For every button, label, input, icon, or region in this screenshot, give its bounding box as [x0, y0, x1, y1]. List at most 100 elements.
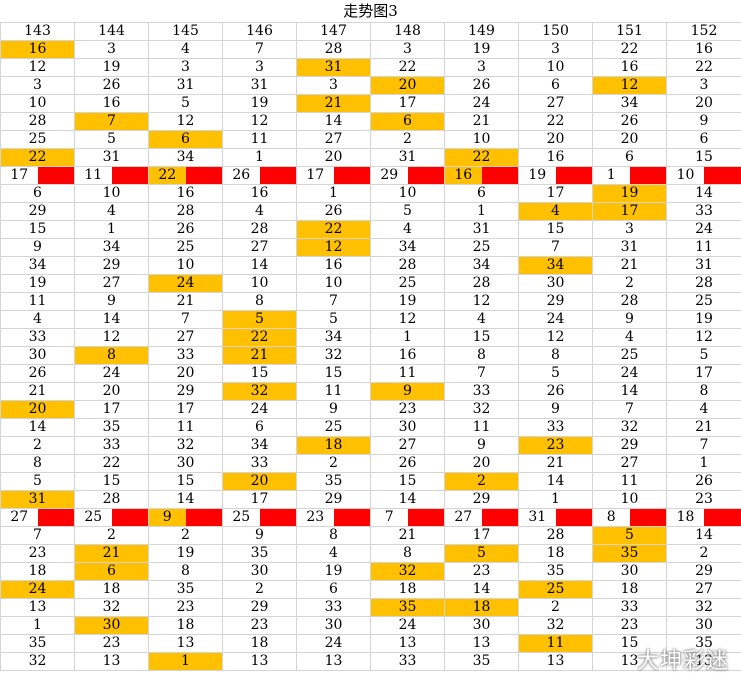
table-cell: 5	[592, 526, 667, 545]
table-cell: 32	[592, 418, 667, 437]
table-cell: 19	[0, 274, 75, 293]
table-cell: 32	[518, 616, 593, 635]
separator-bar	[259, 509, 296, 526]
table-cell: 20	[0, 400, 75, 419]
table-cell: 9	[592, 310, 667, 329]
table-cell: 31	[370, 148, 445, 167]
table-cell: 7	[370, 508, 445, 527]
table-cell: 22	[592, 40, 667, 59]
separator-cell-value: 17	[10, 167, 29, 184]
table-cell: 24	[666, 220, 741, 239]
table-cell: 12	[666, 328, 741, 347]
separator-bar	[704, 167, 741, 184]
table-cell: 30	[74, 616, 149, 635]
table-cell: 13	[148, 634, 223, 653]
table-cell: 8	[0, 454, 75, 473]
table-cell: 11	[0, 292, 75, 311]
table-cell: 15	[370, 472, 445, 491]
table-cell: 19	[148, 544, 223, 563]
separator-bar	[111, 167, 148, 184]
separator-bar	[481, 509, 518, 526]
table-cell: 15	[74, 472, 149, 491]
table-cell: 35	[592, 544, 667, 563]
table-cell: 18	[222, 634, 297, 653]
table-row: 3 26 31 31 3 20 26 6 12 3	[0, 76, 741, 95]
table-cell: 23	[370, 400, 445, 419]
table-cell: 35	[0, 634, 75, 653]
table-cell: 5	[370, 202, 445, 221]
table-cell: 20	[370, 76, 445, 95]
table-cell: 13	[0, 598, 75, 617]
table-cell: 24	[518, 310, 593, 329]
table-cell: 35	[518, 562, 593, 581]
table-cell: 2	[222, 580, 297, 599]
column-header: 145	[148, 22, 223, 41]
table-cell: 11	[370, 364, 445, 383]
table-cell: 26	[592, 112, 667, 131]
table-cell: 28	[74, 490, 149, 509]
table-cell: 16	[444, 166, 519, 185]
table-cell: 29	[74, 256, 149, 275]
table-cell: 31	[296, 58, 371, 77]
table-cell: 14	[148, 490, 223, 509]
table-row: 29 4 28 4 26 5 1 4 17 33	[0, 202, 741, 221]
table-cell: 7	[592, 400, 667, 419]
table-cell: 2	[148, 526, 223, 545]
separator-cell-value: 18	[676, 509, 695, 526]
table-cell: 8	[666, 382, 741, 401]
separator-bar	[185, 167, 222, 184]
column-header: 144	[74, 22, 149, 41]
table-cell: 23	[666, 490, 741, 509]
table-cell: 15	[222, 364, 297, 383]
table-cell: 18	[296, 436, 371, 455]
separator-bar	[111, 509, 148, 526]
table-cell: 21	[518, 454, 593, 473]
table-cell: 33	[222, 454, 297, 473]
table-cell: 6	[370, 112, 445, 131]
table-cell: 16	[592, 58, 667, 77]
separator-cell-value: 23	[306, 509, 325, 526]
table-cell: 29	[518, 292, 593, 311]
table-cell: 6	[0, 184, 75, 203]
table-cell: 11	[518, 634, 593, 653]
separator-cell-value: 31	[528, 509, 547, 526]
table-cell: 11	[222, 130, 297, 149]
table-cell: 22	[518, 112, 593, 131]
table-row: 14 35 11 6 25 30 11 33 32 21	[0, 418, 741, 437]
table-row: 18 6 8 30 19 32 23 35 30 29	[0, 562, 741, 581]
table-cell: 13	[666, 652, 741, 671]
table-cell: 2	[0, 436, 75, 455]
table-cell: 1	[444, 202, 519, 221]
table-cell: 1	[74, 220, 149, 239]
table-cell: 17	[74, 400, 149, 419]
table-cell: 27	[592, 454, 667, 473]
table-cell: 19	[74, 58, 149, 77]
table-cell: 35	[444, 652, 519, 671]
table-cell: 17	[666, 364, 741, 383]
table-cell: 18	[518, 544, 593, 563]
table-cell: 27	[296, 130, 371, 149]
table-cell: 4	[296, 544, 371, 563]
table-cell: 22	[222, 328, 297, 347]
table-row: 4 14 7 5 5 12 4 24 9 19	[0, 310, 741, 329]
table-cell: 9	[444, 436, 519, 455]
table-cell: 25	[74, 508, 149, 527]
table-cell: 18	[666, 508, 741, 527]
table-cell: 10	[222, 274, 297, 293]
table-cell: 4	[370, 220, 445, 239]
table-cell: 31	[148, 76, 223, 95]
separator-cell-value: 16	[445, 167, 482, 184]
table-cell: 18	[444, 598, 519, 617]
table-cell: 14	[666, 184, 741, 203]
table-cell: 30	[370, 418, 445, 437]
table-cell: 34	[296, 328, 371, 347]
table-cell: 2	[296, 454, 371, 473]
table-row: 7 2 2 9 8 21 17 28 5 14	[0, 526, 741, 545]
table-cell: 20	[222, 472, 297, 491]
table-cell: 1	[222, 148, 297, 167]
table-cell: 29	[296, 490, 371, 509]
table-cell: 35	[148, 580, 223, 599]
table-row: 35 23 13 18 24 13 13 11 15 35	[0, 634, 741, 653]
table-cell: 6	[148, 130, 223, 149]
table-cell: 12	[148, 112, 223, 131]
